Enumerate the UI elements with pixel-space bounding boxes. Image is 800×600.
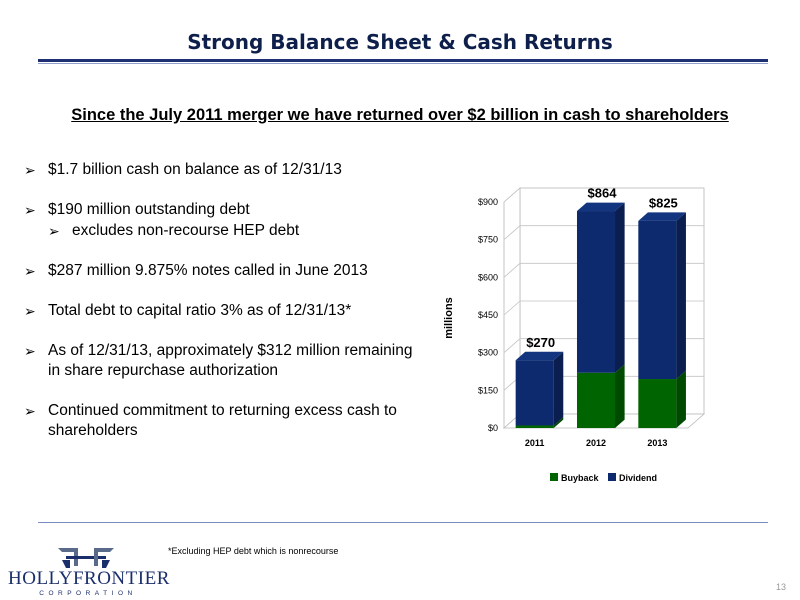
- y-tick-label: $300: [478, 348, 498, 358]
- bar-top: [576, 202, 625, 212]
- arrow-bullet-icon: ➢: [24, 343, 36, 359]
- bar-total-label: $270: [526, 335, 555, 350]
- bar-dividend: [515, 360, 554, 426]
- y-tick-label: $450: [478, 310, 498, 320]
- bullet-list: ➢ $1.7 billion cash on balance as of 12/…: [24, 160, 414, 461]
- bullet-text: Continued commitment to returning excess…: [48, 402, 397, 439]
- bar-dividend-side: [553, 351, 564, 426]
- bar-buyback: [576, 372, 616, 428]
- company-logo: HOLLYFRONTIER CORPORATION: [6, 546, 170, 600]
- arrow-bullet-icon: ➢: [24, 162, 36, 178]
- y-tick-label: $0: [488, 423, 498, 433]
- slide-subtitle: Since the July 2011 merger we have retur…: [71, 106, 729, 124]
- arrow-bullet-icon: ➢: [24, 263, 36, 279]
- title-divider: [38, 59, 768, 62]
- bar-total-label: $825: [649, 195, 678, 210]
- legend-swatch: [550, 473, 558, 481]
- arrow-bullet-icon: ➢: [24, 303, 36, 319]
- x-tick-label: 2013: [647, 438, 667, 448]
- bar-buyback-side: [615, 364, 625, 428]
- bullet-item: ➢ $287 million 9.875% notes called in Ju…: [24, 261, 414, 281]
- bar-dividend-side: [676, 212, 686, 380]
- gridline: [503, 187, 704, 203]
- bar-dividend-side: [615, 202, 625, 373]
- sub-bullet-text: excludes non-recourse HEP debt: [72, 222, 300, 239]
- bullet-item: ➢ Total debt to capital ratio 3% as of 1…: [24, 301, 414, 321]
- bullet-text: $190 million outstanding debt: [48, 201, 250, 218]
- bullet-text: Total debt to capital ratio 3% as of 12/…: [48, 302, 352, 319]
- bar-total-label: $864: [588, 186, 618, 201]
- title-divider-thin: [38, 63, 768, 64]
- arrow-bullet-icon: ➢: [48, 223, 60, 239]
- legend-label: Dividend: [619, 473, 657, 483]
- bullet-item: ➢ $190 million outstanding debt ➢ exclud…: [24, 200, 414, 241]
- logo-subtitle: CORPORATION: [39, 590, 137, 597]
- bullet-item: ➢ Continued commitment to returning exce…: [24, 401, 414, 441]
- arrow-bullet-icon: ➢: [24, 403, 36, 419]
- x-tick-label: 2011: [525, 438, 545, 448]
- bullet-item: ➢ As of 12/31/13, approximately $312 mil…: [24, 341, 414, 381]
- bullet-text: $287 million 9.875% notes called in June…: [48, 262, 368, 279]
- legend-swatch: [608, 473, 616, 481]
- y-tick-label: $900: [478, 197, 498, 207]
- bullet-item: ➢ $1.7 billion cash on balance as of 12/…: [24, 160, 414, 180]
- sub-bullet-item: ➢ excludes non-recourse HEP debt: [24, 221, 414, 241]
- logo-mark-icon: [58, 548, 114, 568]
- arrow-bullet-icon: ➢: [24, 202, 36, 218]
- legend-label: Buyback: [561, 473, 600, 483]
- footnote: *Excluding HEP debt which is nonrecourse: [168, 546, 339, 556]
- y-tick-label: $600: [478, 272, 498, 282]
- footer-divider: [38, 522, 768, 523]
- bar-top: [515, 351, 564, 361]
- bar-dividend: [638, 220, 677, 380]
- bar-top: [638, 212, 686, 221]
- bullet-text: $1.7 billion cash on balance as of 12/31…: [48, 161, 342, 178]
- bullet-text: As of 12/31/13, approximately $312 milli…: [48, 342, 413, 379]
- bar-dividend: [576, 211, 616, 373]
- y-tick-label: $750: [478, 235, 498, 245]
- y-axis-label: millions: [443, 297, 455, 339]
- page-number: 13: [775, 582, 786, 592]
- x-tick-label: 2012: [586, 438, 606, 448]
- bar-buyback-side: [676, 370, 686, 428]
- cash-returns-chart: $0 $150 $300 $450 $600 $750 $900 millions $270 20…: [443, 186, 706, 483]
- bar-buyback: [515, 425, 554, 428]
- bar-buyback: [638, 379, 677, 428]
- bar-buyback-side: [553, 417, 564, 428]
- logo-name: HOLLYFRONTIER: [8, 568, 170, 589]
- slide-title: Strong Balance Sheet & Cash Returns: [187, 30, 613, 54]
- y-tick-label: $150: [478, 385, 498, 395]
